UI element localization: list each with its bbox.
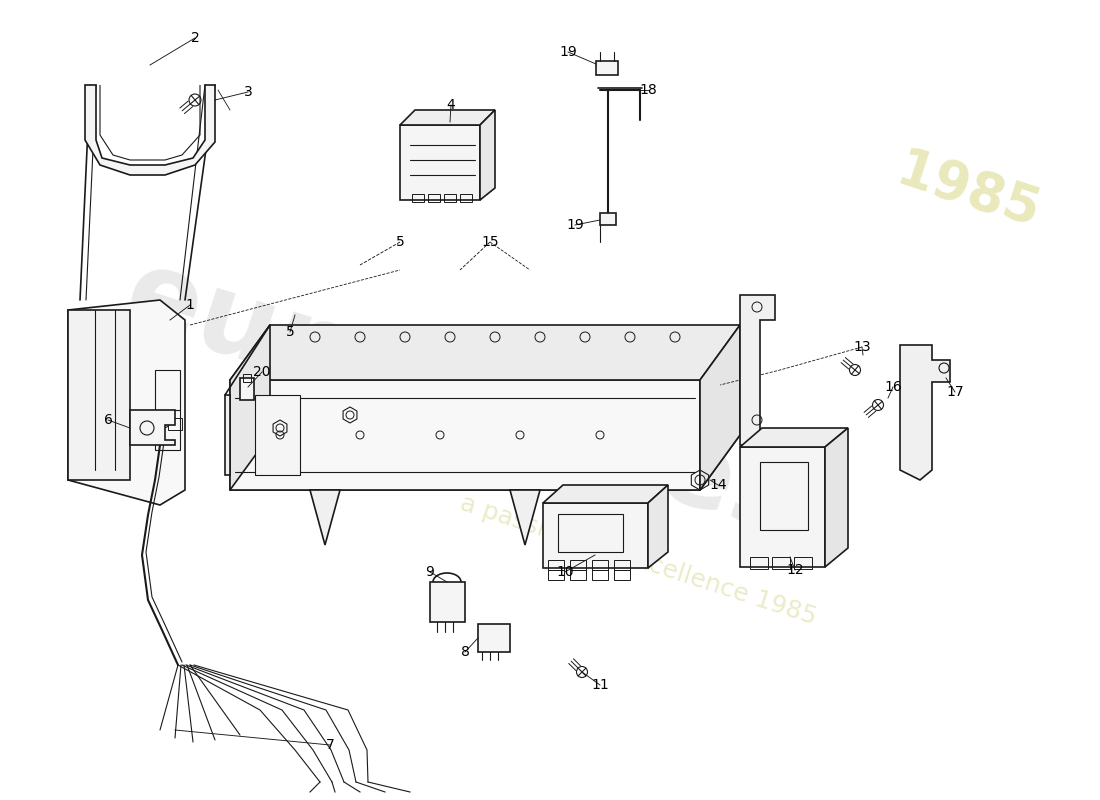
Bar <box>412 194 424 202</box>
Bar <box>548 560 564 570</box>
PathPatch shape <box>85 85 214 175</box>
Text: 5: 5 <box>396 235 405 249</box>
Text: 17: 17 <box>946 385 964 399</box>
Bar <box>760 462 808 530</box>
Text: 9: 9 <box>426 565 434 579</box>
Text: 1985: 1985 <box>890 145 1046 239</box>
Text: 6: 6 <box>103 413 112 427</box>
Polygon shape <box>400 110 495 125</box>
Bar <box>794 557 812 569</box>
Bar <box>558 514 623 552</box>
Bar <box>614 570 630 580</box>
Polygon shape <box>230 435 740 490</box>
Polygon shape <box>226 395 230 475</box>
Text: 11: 11 <box>591 678 609 692</box>
Polygon shape <box>130 410 175 445</box>
Text: 14: 14 <box>710 478 727 492</box>
Bar <box>750 557 768 569</box>
Polygon shape <box>825 428 848 567</box>
Bar <box>740 447 825 567</box>
Bar <box>155 370 180 450</box>
Bar <box>428 194 440 202</box>
Text: 4: 4 <box>447 98 455 112</box>
Bar <box>592 560 608 570</box>
Text: 12: 12 <box>786 563 804 577</box>
Bar <box>240 378 254 400</box>
Bar <box>243 374 251 382</box>
Polygon shape <box>740 428 848 447</box>
Text: a passion for excellence 1985: a passion for excellence 1985 <box>456 491 820 629</box>
Bar <box>600 213 616 225</box>
Text: 18: 18 <box>639 83 657 97</box>
Bar <box>614 560 630 570</box>
Polygon shape <box>68 310 130 480</box>
Bar <box>548 570 564 580</box>
Text: 13: 13 <box>854 340 871 354</box>
Polygon shape <box>480 110 495 200</box>
Text: 3: 3 <box>243 85 252 99</box>
Text: 7: 7 <box>326 738 334 752</box>
Polygon shape <box>68 300 185 505</box>
Polygon shape <box>543 485 668 503</box>
Bar <box>400 125 480 200</box>
Polygon shape <box>700 325 740 490</box>
Bar <box>460 194 472 202</box>
Polygon shape <box>740 295 776 445</box>
Bar <box>478 624 510 652</box>
Bar <box>596 61 618 75</box>
Bar <box>430 582 465 622</box>
Polygon shape <box>255 395 300 475</box>
Text: 16: 16 <box>884 380 902 394</box>
Text: 1: 1 <box>186 298 195 312</box>
Polygon shape <box>648 485 668 568</box>
Text: 19: 19 <box>566 218 584 232</box>
Bar <box>570 560 586 570</box>
Bar <box>772 557 790 569</box>
Polygon shape <box>230 325 270 490</box>
Polygon shape <box>510 490 540 545</box>
Text: 8: 8 <box>461 645 470 659</box>
Polygon shape <box>230 325 740 380</box>
Text: 5: 5 <box>286 325 295 339</box>
Text: 19: 19 <box>559 45 576 59</box>
Polygon shape <box>230 380 700 490</box>
Bar <box>168 418 182 430</box>
Bar <box>444 194 456 202</box>
Text: eurospares: eurospares <box>111 241 813 559</box>
Polygon shape <box>900 345 950 480</box>
Bar <box>570 570 586 580</box>
Text: 2: 2 <box>190 31 199 45</box>
Text: 15: 15 <box>481 235 498 249</box>
Bar <box>543 503 648 568</box>
Polygon shape <box>310 490 340 545</box>
Text: 20: 20 <box>253 365 271 379</box>
Bar <box>592 570 608 580</box>
Text: 10: 10 <box>557 565 574 579</box>
